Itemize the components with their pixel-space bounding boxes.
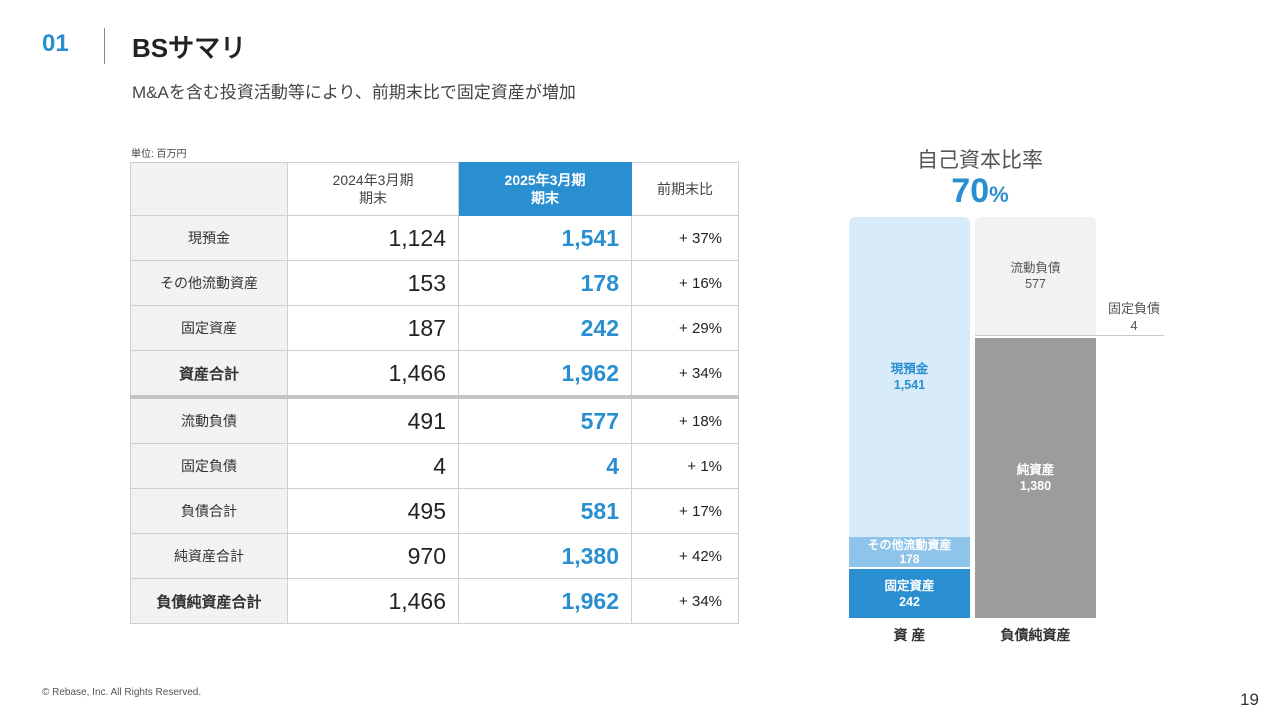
header-prev-line2: 期末 xyxy=(359,190,387,206)
segment-value: 1,541 xyxy=(893,378,926,392)
header-change: 前期末比 xyxy=(631,162,739,216)
equity-ratio-title: 自己資本比率 xyxy=(917,149,1043,172)
category-label-assets: 資 産 xyxy=(893,627,926,643)
section-number: 01 xyxy=(42,30,69,57)
row-label: 資産合計 xyxy=(130,350,288,399)
row-label: その他流動資産 xyxy=(130,260,288,306)
bar-segment-other-current-assets: その他流動資産 178 xyxy=(849,537,970,567)
unit-label: 単位: 百万円 xyxy=(131,149,187,160)
segment-name: 流動負債 xyxy=(1010,261,1061,275)
prev-value: 491 xyxy=(287,396,459,444)
segment-name: 純資産 xyxy=(1016,463,1055,477)
prev-value: 187 xyxy=(287,305,459,351)
change-value: + 17% xyxy=(631,488,739,534)
balance-sheet-table: 2024年3月期 期末 2025年3月期 期末 前期末比 現預金 1,124 1,5… xyxy=(130,162,739,624)
change-value: + 42% xyxy=(631,533,739,579)
change-value: + 29% xyxy=(631,305,739,351)
prev-value: 153 xyxy=(287,260,459,306)
title-divider xyxy=(104,28,105,64)
segment-name: 固定負債 xyxy=(1107,301,1160,316)
change-value: + 37% xyxy=(631,215,739,261)
copyright: © Rebase, Inc. All Rights Reserved. xyxy=(42,687,202,698)
table-row: 固定資産 187 242 + 29% xyxy=(130,305,739,351)
header-curr-line2: 期末 xyxy=(531,190,559,206)
row-label: 負債合計 xyxy=(130,488,288,534)
header-prev-period: 2024年3月期 期末 xyxy=(287,162,459,216)
header-current-period: 2025年3月期 期末 xyxy=(458,162,632,216)
segment-name: 固定資産 xyxy=(884,578,935,593)
header-curr-line1: 2025年3月期 xyxy=(504,172,586,188)
category-label-liabilities-equity: 負債純資産 xyxy=(1000,627,1071,643)
curr-value: 1,962 xyxy=(458,350,632,399)
row-label: 固定負債 xyxy=(130,443,288,489)
equity-ratio-number: 70 xyxy=(951,172,990,210)
segment-name: 現預金 xyxy=(890,362,929,376)
curr-value: 1,541 xyxy=(458,215,632,261)
curr-value: 4 xyxy=(458,443,632,489)
table-row: 流動負債 491 577 + 18% xyxy=(130,396,739,444)
change-value: + 34% xyxy=(631,578,739,624)
prev-value: 495 xyxy=(287,488,459,534)
equity-ratio-unit: % xyxy=(989,182,1009,207)
segment-value: 1,380 xyxy=(1019,479,1052,493)
header-corner xyxy=(130,162,288,216)
equity-ratio-value: 70% xyxy=(900,172,1060,211)
prev-value: 1,124 xyxy=(287,215,459,261)
header-prev-line1: 2024年3月期 xyxy=(332,172,414,188)
curr-value: 577 xyxy=(458,396,632,444)
table-row: 現預金 1,124 1,541 + 37% xyxy=(130,215,739,261)
bar-segment-current-liabilities: 流動負債 577 xyxy=(975,217,1096,335)
table-row: 固定負債 4 4 + 1% xyxy=(130,443,739,489)
table-row: その他流動資産 153 178 + 16% xyxy=(130,260,739,306)
prev-value: 4 xyxy=(287,443,459,489)
page-number: 19 xyxy=(1240,690,1259,709)
bar-segment-cash: 現預金 1,541 xyxy=(849,217,970,537)
table-row-total-liabilities-equity: 負債純資産合計 1,466 1,962 + 34% xyxy=(130,578,739,624)
curr-value: 581 xyxy=(458,488,632,534)
segment-value: 242 xyxy=(899,594,920,609)
row-label: 純資産合計 xyxy=(130,533,288,579)
noncurrent-liabilities-label: 固定負債 4 xyxy=(1100,300,1168,334)
row-label: 流動負債 xyxy=(130,396,288,444)
change-value: + 1% xyxy=(631,443,739,489)
page-subtitle: M&Aを含む投資活動等により、前期末比で固定資産が増加 xyxy=(132,83,576,102)
change-value: + 16% xyxy=(631,260,739,306)
table-row: 負債合計 495 581 + 17% xyxy=(130,488,739,534)
bar-segment-noncurrent-liabilities xyxy=(975,335,1164,336)
table-row-total-assets: 資産合計 1,466 1,962 + 34% xyxy=(130,350,739,399)
change-value: + 34% xyxy=(631,350,739,399)
segment-value: 577 xyxy=(1025,277,1046,291)
segment-value: 178 xyxy=(899,552,920,566)
curr-value: 1,380 xyxy=(458,533,632,579)
row-label: 固定資産 xyxy=(130,305,288,351)
page-title: BSサマリ xyxy=(132,33,247,63)
table-row: 純資産合計 970 1,380 + 42% xyxy=(130,533,739,579)
segment-name: その他流動資産 xyxy=(867,538,952,552)
bar-segment-net-assets: 純資産 1,380 xyxy=(975,338,1096,618)
table-header-row: 2024年3月期 期末 2025年3月期 期末 前期末比 xyxy=(130,162,739,216)
row-label: 負債純資産合計 xyxy=(130,578,288,624)
curr-value: 178 xyxy=(458,260,632,306)
change-value: + 18% xyxy=(631,396,739,444)
curr-value: 1,962 xyxy=(458,578,632,624)
row-label: 現預金 xyxy=(130,215,288,261)
prev-value: 1,466 xyxy=(287,578,459,624)
segment-value: 4 xyxy=(1130,318,1138,333)
curr-value: 242 xyxy=(458,305,632,351)
prev-value: 970 xyxy=(287,533,459,579)
bar-segment-fixed-assets: 固定資産 242 xyxy=(849,569,970,618)
prev-value: 1,466 xyxy=(287,350,459,399)
